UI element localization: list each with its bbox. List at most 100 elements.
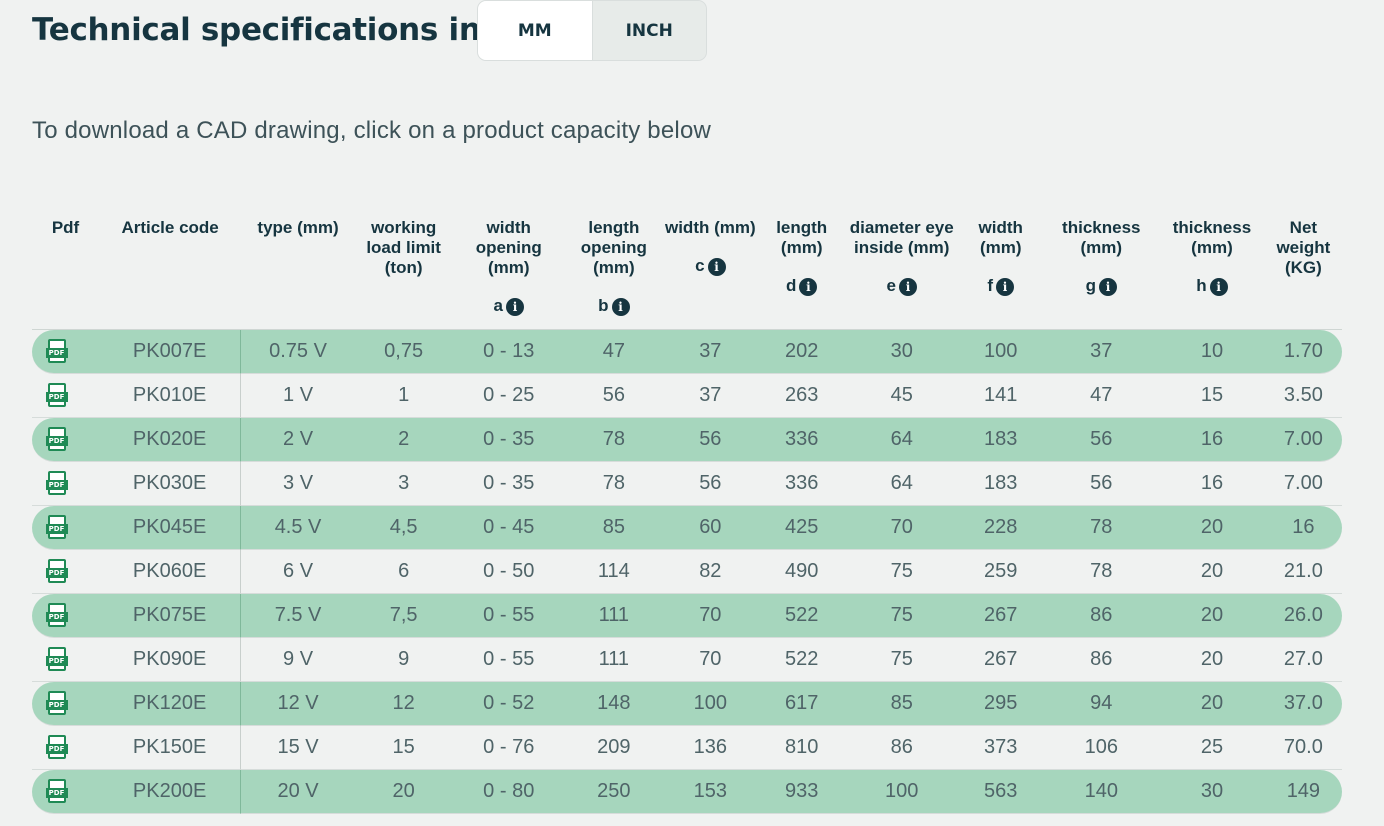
article-code-cell[interactable]: PK075E	[99, 594, 242, 638]
table-cell: 70	[662, 594, 759, 638]
table-cell: 20	[1159, 594, 1265, 638]
pdf-icon[interactable]: PDF	[45, 646, 68, 673]
table-row[interactable]: PDF PK120E 12 V 12 0 - 52 148 100 617 85 295 94 20 3…	[32, 682, 1342, 726]
table-cell: 86	[845, 726, 959, 770]
pdf-icon[interactable]: PDF	[45, 602, 68, 629]
table-cell: 100	[845, 770, 959, 814]
pdf-icon[interactable]: PDF	[45, 426, 68, 453]
table-cell: 75	[845, 550, 959, 594]
info-icon[interactable]: i	[707, 257, 726, 276]
table-cell: 6 V	[241, 550, 355, 594]
article-code-cell[interactable]: PK007E	[99, 330, 242, 374]
table-row[interactable]: PDF PK075E 7.5 V 7,5 0 - 55 111 70 522 75 267 86 20…	[32, 594, 1342, 638]
column-header: Article code	[99, 210, 242, 330]
column-header-label: Net weight (KG)	[1276, 218, 1331, 277]
article-code-cell[interactable]: PK030E	[99, 462, 242, 506]
table-cell: 149	[1264, 770, 1342, 814]
table-row[interactable]: PDF PK200E 20 V 20 0 - 80 250 153 933 100 563 140 3…	[32, 770, 1342, 814]
table-cell: 1 V	[241, 374, 355, 418]
unit-inch-button[interactable]: INCH	[591, 1, 706, 60]
info-icon[interactable]: i	[1098, 277, 1117, 296]
pdf-icon[interactable]: PDF	[45, 514, 68, 541]
article-code-cell[interactable]: PK010E	[99, 374, 242, 418]
unit-mm-button[interactable]: MM	[478, 1, 592, 60]
column-header: Pdf	[32, 210, 100, 330]
table-body: PDF PK007E 0.75 V 0,75 0 - 13 47 37 202 30 100 37 1…	[32, 330, 1342, 814]
article-code-cell[interactable]: PK020E	[99, 418, 242, 462]
table-cell: 3 V	[241, 462, 355, 506]
column-header: width (mm) f i	[958, 210, 1044, 330]
table-cell: 85	[565, 506, 663, 550]
info-icon[interactable]: i	[996, 277, 1015, 296]
column-header: working load limit (ton)	[354, 210, 453, 330]
table-cell: 228	[958, 506, 1044, 550]
table-cell: 4,5	[354, 506, 453, 550]
table-cell: 78	[565, 418, 663, 462]
table-cell: 30	[1159, 770, 1265, 814]
table-cell: 15	[1159, 374, 1265, 418]
table-cell: 0 - 55	[452, 638, 566, 682]
pdf-icon[interactable]: PDF	[45, 558, 68, 585]
column-header-label: length (mm)	[776, 218, 828, 257]
pdf-icon[interactable]: PDF	[45, 470, 68, 497]
table-cell: 0 - 13	[452, 330, 566, 374]
article-code-cell[interactable]: PK045E	[99, 506, 242, 550]
table-cell: 0,75	[354, 330, 453, 374]
table-row[interactable]: PDF PK150E 15 V 15 0 - 76 209 136 810 86 373 106 25…	[32, 726, 1342, 770]
dimension-letter: g	[1085, 276, 1096, 295]
column-header-label: thickness (mm)	[1172, 218, 1252, 257]
column-header: length (mm) d i	[758, 210, 846, 330]
table-cell: 259	[958, 550, 1044, 594]
info-icon[interactable]: i	[898, 277, 917, 296]
table-cell: 522	[758, 638, 846, 682]
info-icon[interactable]: i	[799, 277, 818, 296]
table-cell: 20 V	[241, 770, 355, 814]
table-cell: 94	[1043, 682, 1160, 726]
table-cell: 26.0	[1264, 594, 1342, 638]
pdf-icon[interactable]: PDF	[45, 382, 68, 409]
table-cell: 0 - 76	[452, 726, 566, 770]
info-icon[interactable]: i	[1209, 277, 1228, 296]
table-cell: 75	[845, 594, 959, 638]
pdf-cell: PDF	[32, 770, 100, 814]
info-icon[interactable]: i	[611, 297, 630, 316]
table-cell: 111	[565, 594, 663, 638]
article-code-cell[interactable]: PK120E	[99, 682, 242, 726]
info-icon[interactable]: i	[505, 297, 524, 316]
pdf-icon[interactable]: PDF	[45, 338, 68, 365]
table-cell: 16	[1159, 418, 1265, 462]
article-code-cell[interactable]: PK200E	[99, 770, 242, 814]
column-header: thickness (mm) h i	[1159, 210, 1265, 330]
pdf-icon[interactable]: PDF	[45, 690, 68, 717]
table-cell: 86	[1043, 594, 1160, 638]
column-header-label: width (mm)	[664, 218, 756, 237]
table-cell: 111	[565, 638, 663, 682]
table-cell: 20	[1159, 506, 1265, 550]
column-header-label: length opening (mm)	[580, 218, 647, 277]
article-code-cell[interactable]: PK090E	[99, 638, 242, 682]
table-cell: 563	[958, 770, 1044, 814]
table-row[interactable]: PDF PK007E 0.75 V 0,75 0 - 13 47 37 202 30 100 37 1…	[32, 330, 1342, 374]
article-code-cell[interactable]: PK060E	[99, 550, 242, 594]
table-cell: 1.70	[1264, 330, 1342, 374]
table-row[interactable]: PDF PK045E 4.5 V 4,5 0 - 45 85 60 425 70 228 78 20 1…	[32, 506, 1342, 550]
pdf-icon[interactable]: PDF	[45, 734, 68, 761]
table-cell: 0 - 35	[452, 418, 566, 462]
table-cell: 47	[565, 330, 663, 374]
table-cell: 0 - 25	[452, 374, 566, 418]
pdf-icon[interactable]: PDF	[45, 778, 68, 805]
table-cell: 263	[758, 374, 846, 418]
article-code-cell[interactable]: PK150E	[99, 726, 242, 770]
column-header: length opening (mm) b i	[565, 210, 663, 330]
table-cell: 78	[565, 462, 663, 506]
table-cell: 209	[565, 726, 663, 770]
